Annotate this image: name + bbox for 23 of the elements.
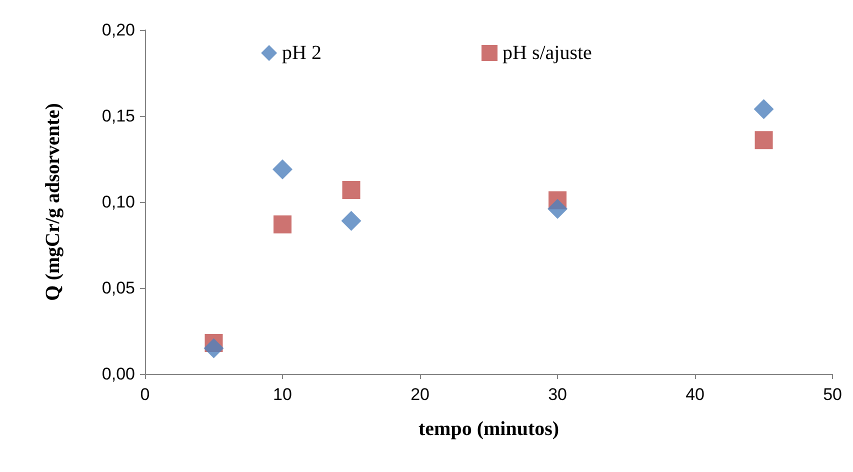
point <box>754 131 773 150</box>
point <box>342 180 360 199</box>
legend-label: pH s/ajuste <box>502 42 592 64</box>
x-tick-label: 20 <box>410 385 430 404</box>
y-tick-label: 0,05 <box>102 278 135 298</box>
x-tick-label: 40 <box>686 385 704 404</box>
y-axis-title: Q (mgCr/g adsorvente) <box>42 103 64 301</box>
point <box>204 338 224 358</box>
legend-label: pH 2 <box>282 42 322 64</box>
x-tick-label: 50 <box>823 385 842 404</box>
point <box>274 215 292 234</box>
point <box>548 198 568 219</box>
point <box>272 159 293 180</box>
y-tick-label: 0,20 <box>102 20 135 40</box>
x-axis-title: tempo (minutos) <box>418 418 560 440</box>
x-tick-label: 0 <box>140 385 150 404</box>
x-tick-label: 30 <box>548 385 567 404</box>
y-tick-label: 0,15 <box>102 106 135 126</box>
x-tick-label: 10 <box>273 385 292 404</box>
y-tick-label: 0,00 <box>102 364 135 384</box>
point <box>754 99 774 120</box>
y-tick-label: 0,10 <box>102 192 135 212</box>
point <box>341 210 362 231</box>
